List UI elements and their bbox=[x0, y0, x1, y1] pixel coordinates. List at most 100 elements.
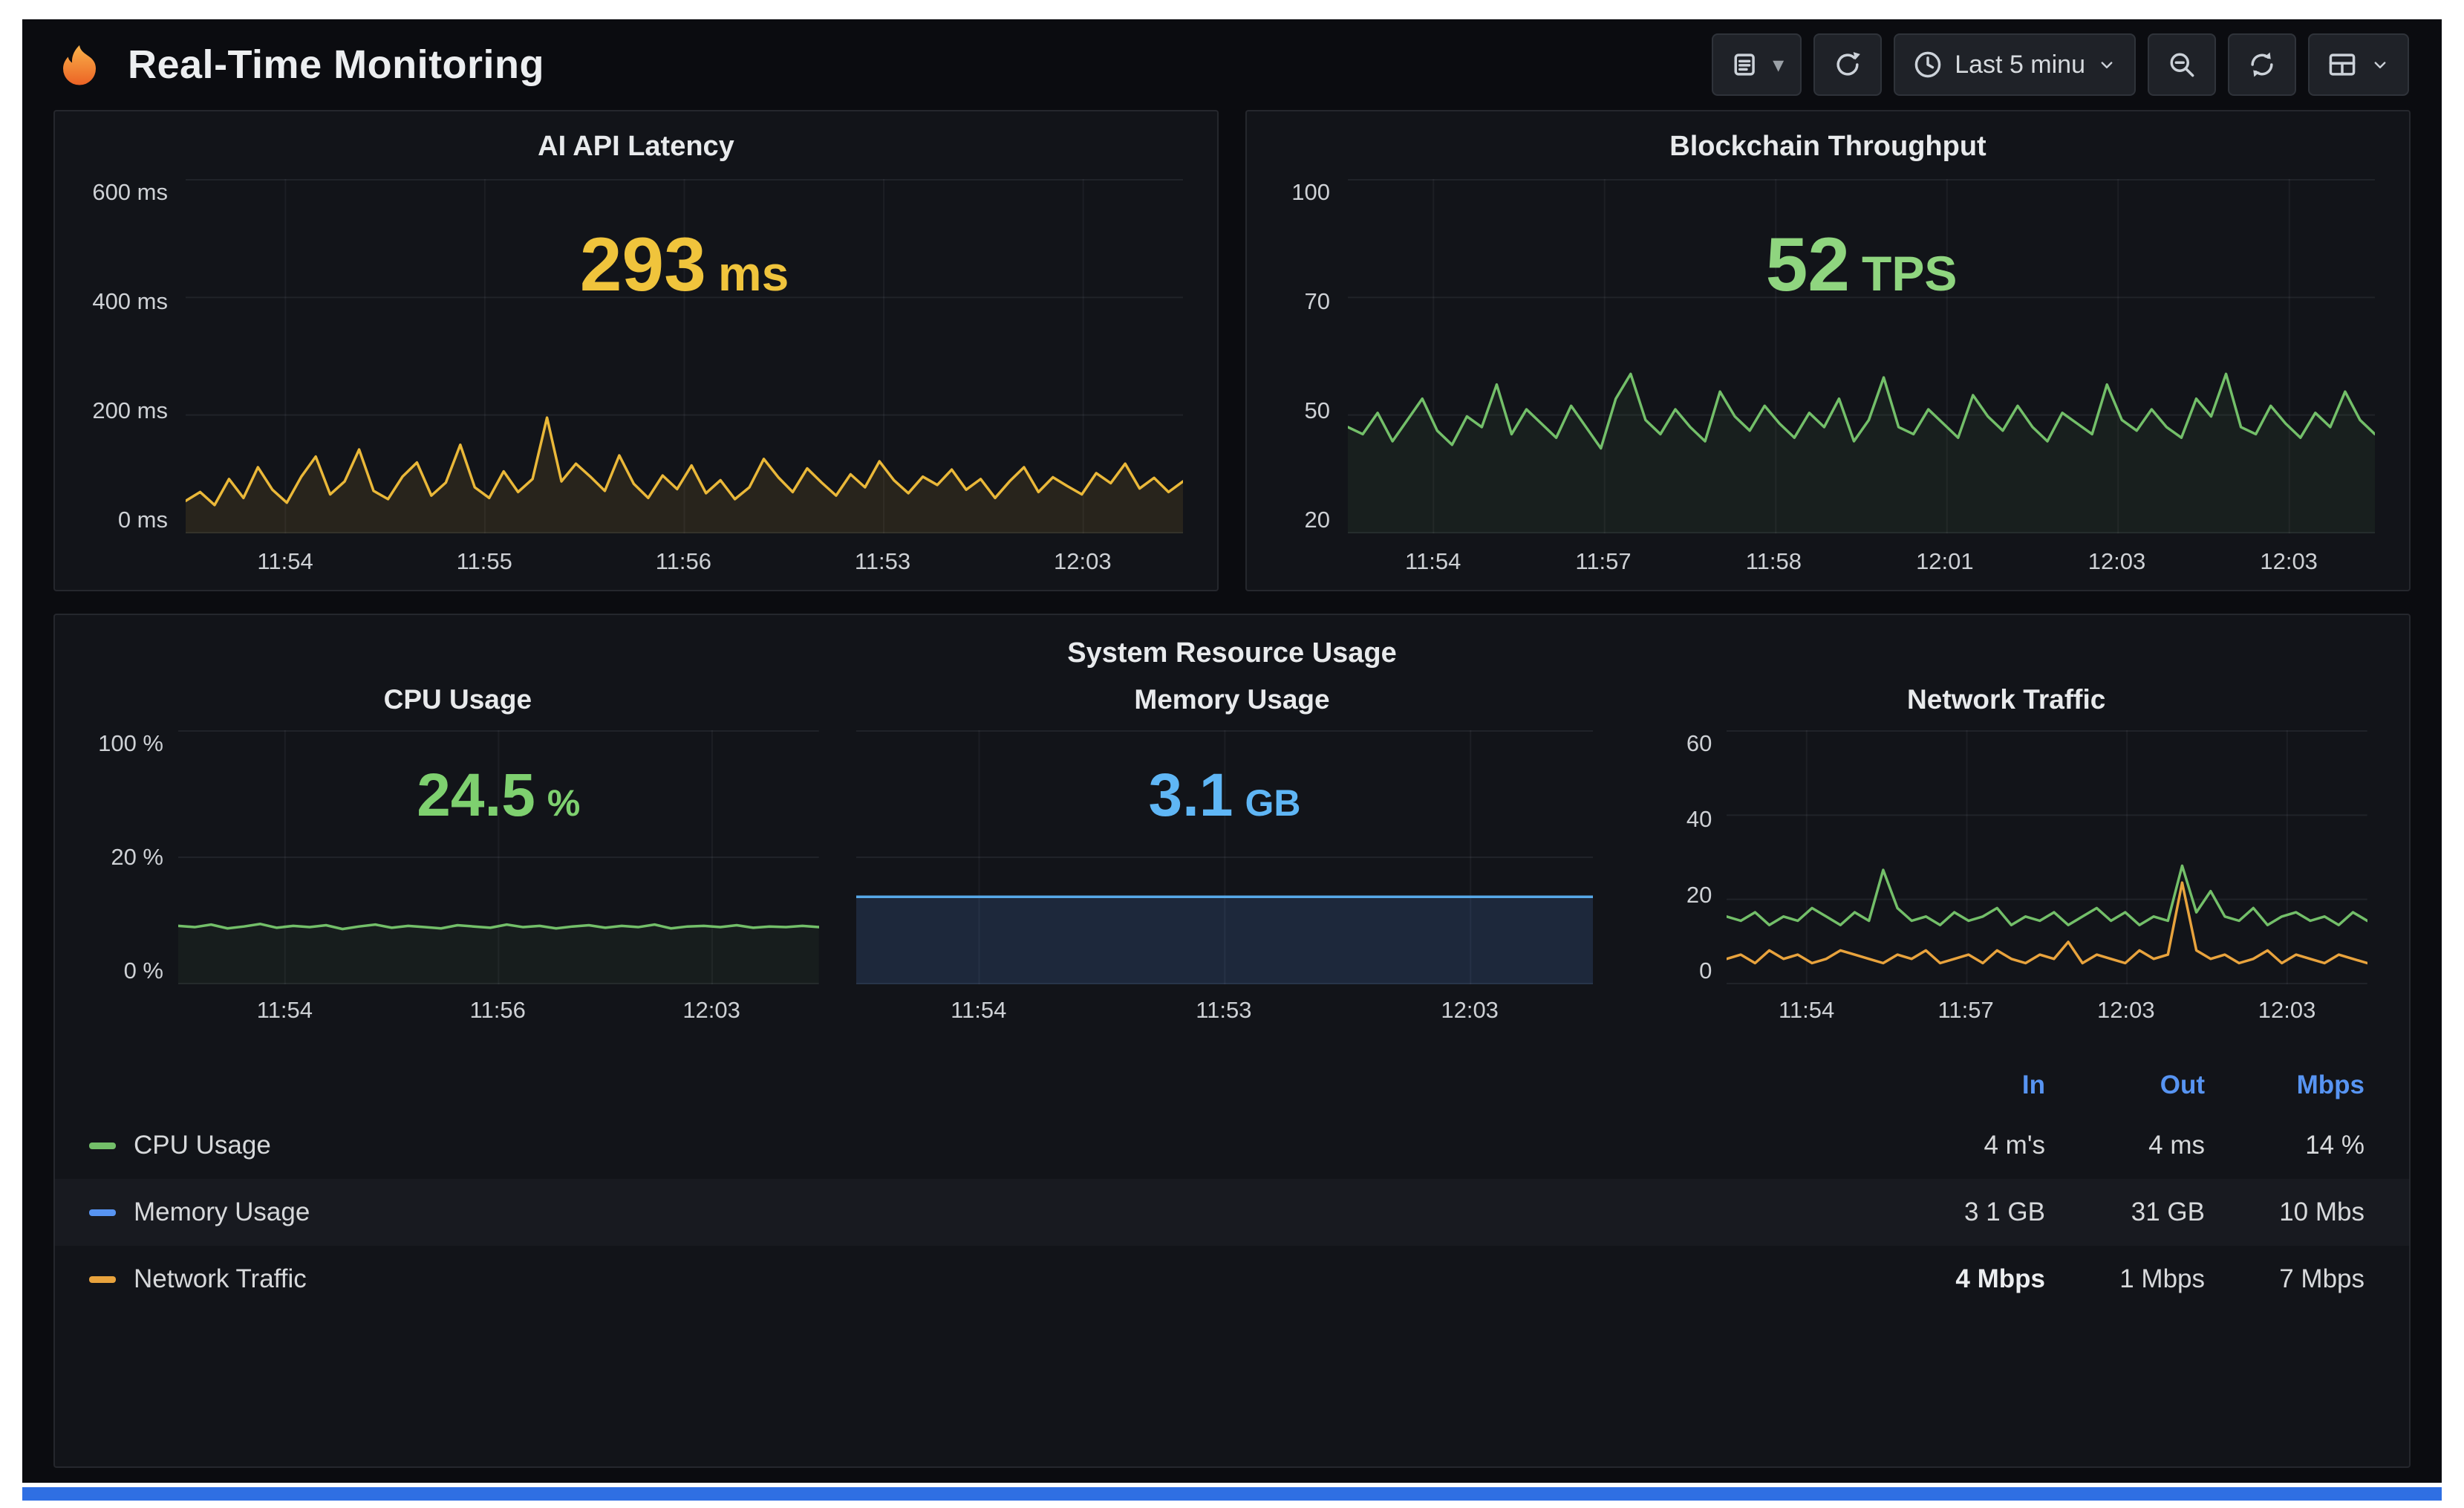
y-axis-labels: 60 40 20 0 bbox=[1630, 730, 1727, 1036]
legend-series-label[interactable]: Memory Usage bbox=[134, 1197, 310, 1226]
series-color-dash bbox=[89, 1209, 116, 1216]
panel-title[interactable]: Memory Usage bbox=[1134, 684, 1330, 715]
header: Real-Time Monitoring ▾ bbox=[22, 19, 2442, 110]
axis-tick-label: 20 bbox=[1686, 882, 1712, 908]
axis-tick-label: 11:54 bbox=[1405, 548, 1461, 574]
chart-svg bbox=[1348, 179, 2375, 533]
axis-tick-label: 12:03 bbox=[2260, 548, 2318, 574]
cycle-view-button[interactable] bbox=[1813, 33, 1883, 96]
refresh-button[interactable] bbox=[2228, 33, 2296, 96]
axis-tick-label: 20 % bbox=[111, 844, 163, 870]
axis-tick-label: 12:03 bbox=[1441, 997, 1499, 1023]
refresh-arrows-icon bbox=[2251, 52, 2273, 77]
legend-value: 31 GB bbox=[2131, 1197, 2205, 1226]
memory-big-stat: 3.1 GB bbox=[1148, 761, 1301, 830]
view-mode-dropdown[interactable] bbox=[2308, 33, 2409, 96]
subpanel-memory-usage: Memory Usage 3.1 GB 11:54 11:53 12:03 bbox=[849, 672, 1616, 1036]
y-axis-labels: 100 70 50 20 bbox=[1266, 179, 1348, 590]
axis-tick-label: 11:53 bbox=[854, 548, 911, 574]
x-axis-labels: 11:54 11:53 12:03 bbox=[856, 984, 1594, 1036]
legend-value: 7 Mbps bbox=[2279, 1264, 2364, 1293]
add-panel-button[interactable]: ▾ bbox=[1712, 33, 1802, 96]
axis-tick-label: 20 bbox=[1304, 507, 1330, 533]
list-icon bbox=[1734, 53, 1755, 76]
zoom-out-button[interactable] bbox=[2148, 33, 2216, 96]
legend-value: 10 Mbs bbox=[2279, 1197, 2364, 1226]
blockchain-chart[interactable]: 52 TPS bbox=[1348, 179, 2375, 533]
time-range-label: Last 5 minu bbox=[1955, 50, 2085, 79]
axis-tick-label: 0 bbox=[1699, 958, 1712, 984]
axis-tick-label: 12:03 bbox=[1053, 548, 1112, 574]
latency-chart[interactable]: 293 ms bbox=[186, 179, 1183, 533]
axis-tick-label: 11:54 bbox=[1778, 997, 1835, 1023]
latency-big-stat: 293 ms bbox=[579, 222, 789, 308]
legend-header-row: In Out Mbps bbox=[55, 1059, 2409, 1112]
axis-tick-label: 40 bbox=[1686, 806, 1712, 832]
blockchain-big-stat: 52 TPS bbox=[1765, 222, 1958, 308]
cpu-big-stat: 24.5% bbox=[417, 761, 581, 830]
clock-icon bbox=[1914, 51, 1941, 78]
x-axis-labels: 11:54 11:57 12:03 12:03 bbox=[1727, 984, 2367, 1036]
panel-ai-api-latency: AI API Latency 600 ms 400 ms 200 ms 0 ms 29… bbox=[53, 110, 1219, 591]
legend-value: 4 Mbps bbox=[1955, 1264, 2045, 1293]
axis-tick-label: 100 % bbox=[98, 730, 163, 756]
series-color-dash bbox=[89, 1275, 116, 1283]
axis-tick-label: 11:55 bbox=[456, 548, 512, 574]
axis-tick-label: 11:54 bbox=[951, 997, 1007, 1023]
dashboard: Real-Time Monitoring ▾ bbox=[22, 19, 2442, 1483]
top-panel-row: AI API Latency 600 ms 400 ms 200 ms 0 ms 29… bbox=[22, 110, 2442, 591]
axis-tick-label: 12:03 bbox=[2096, 997, 2155, 1023]
panel-title[interactable]: AI API Latency bbox=[538, 131, 734, 162]
legend-series-label[interactable]: CPU Usage bbox=[134, 1131, 271, 1160]
section-title[interactable]: System Resource Usage bbox=[1067, 637, 1397, 669]
panel-layout-icon bbox=[2329, 53, 2356, 76]
axis-tick-label: 11:54 bbox=[257, 548, 313, 574]
panel-blockchain-throughput: Blockchain Throughput 100 70 50 20 52 TPS 11… bbox=[1245, 110, 2411, 591]
legend-row-cpu: CPU Usage 4 m's 4 ms 14 % bbox=[55, 1112, 2409, 1179]
axis-tick-label: 70 bbox=[1304, 288, 1330, 314]
x-axis-labels: 11:54 11:57 11:58 12:01 12:03 12:03 bbox=[1348, 533, 2375, 590]
time-range-picker[interactable]: Last 5 minu bbox=[1894, 33, 2136, 96]
legend-series-label[interactable]: Network Traffic bbox=[134, 1264, 307, 1293]
legend-value: 14 % bbox=[2305, 1131, 2364, 1160]
y-axis-labels: 600 ms 400 ms 200 ms 0 ms bbox=[74, 179, 186, 590]
memory-chart[interactable]: 3.1 GB bbox=[855, 730, 1594, 984]
axis-tick-label: 11:56 bbox=[469, 997, 526, 1023]
x-axis-labels: 11:54 11:55 11:56 11:53 12:03 bbox=[186, 533, 1183, 590]
network-chart[interactable] bbox=[1727, 730, 2368, 984]
panel-title[interactable]: Blockchain Throughput bbox=[1669, 131, 1986, 162]
axis-tick-label: 11:54 bbox=[256, 997, 313, 1023]
panel-title[interactable]: Network Traffic bbox=[1907, 684, 2106, 715]
axis-tick-label: 11:57 bbox=[1575, 548, 1632, 574]
axis-tick-label: 0 % bbox=[123, 958, 163, 984]
legend-col-mbps: Mbps bbox=[2296, 1070, 2364, 1099]
spacer bbox=[89, 1082, 116, 1089]
legend-table: In Out Mbps CPU Usage 4 m's 4 ms 14 % Me… bbox=[55, 1059, 2409, 1313]
legend-col-out: Out bbox=[2160, 1070, 2205, 1099]
legend-row-memory: Memory Usage 3 1 GB 31 GB 10 Mbs bbox=[55, 1179, 2409, 1246]
axis-tick-label: 100 bbox=[1291, 179, 1330, 205]
chart-svg bbox=[186, 179, 1183, 533]
axis-tick-label: 400 ms bbox=[92, 288, 168, 314]
axis-tick-label: 12:03 bbox=[2087, 548, 2146, 574]
legend-value: 4 m's bbox=[1984, 1131, 2045, 1160]
axis-tick-label: 50 bbox=[1304, 397, 1330, 423]
axis-tick-label: 11:56 bbox=[655, 548, 711, 574]
axis-tick-label: 11:57 bbox=[1937, 997, 1994, 1023]
toolbar: ▾ Last 5 minu bbox=[1712, 33, 2409, 96]
panel-system-resource-usage: System Resource Usage CPU Usage 100 % 20 … bbox=[53, 614, 2411, 1468]
legend-value: 4 ms bbox=[2148, 1131, 2205, 1160]
panel-title[interactable]: CPU Usage bbox=[383, 684, 532, 715]
legend-row-network: Network Traffic 4 Mbps 1 Mbps 7 Mbps bbox=[55, 1246, 2409, 1313]
legend-col-in: In bbox=[2021, 1070, 2045, 1099]
axis-tick-label: 60 bbox=[1686, 730, 1712, 756]
axis-tick-label: 200 ms bbox=[92, 397, 168, 423]
axis-tick-label: 12:01 bbox=[1916, 548, 1974, 574]
cpu-chart[interactable]: 24.5% bbox=[178, 730, 819, 984]
series-color-dash bbox=[89, 1142, 116, 1149]
dashboard-title: Real-Time Monitoring bbox=[128, 42, 545, 87]
subpanel-network-traffic: Network Traffic 60 40 20 0 11:54 11:57 12:03 1… bbox=[1623, 672, 2390, 1036]
caret-down-icon: ▾ bbox=[1773, 52, 1785, 77]
grafana-logo-icon[interactable] bbox=[55, 40, 104, 89]
